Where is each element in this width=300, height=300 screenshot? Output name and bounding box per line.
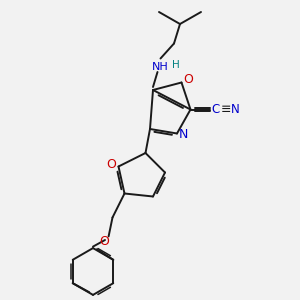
Text: C: C xyxy=(211,103,220,116)
Text: H: H xyxy=(172,59,180,70)
Text: O: O xyxy=(183,73,193,86)
Text: O: O xyxy=(106,158,116,172)
Text: ≡: ≡ xyxy=(220,103,231,116)
Text: N: N xyxy=(231,103,240,116)
Text: O: O xyxy=(100,235,109,248)
Text: NH: NH xyxy=(152,62,168,72)
Text: N: N xyxy=(179,128,188,142)
